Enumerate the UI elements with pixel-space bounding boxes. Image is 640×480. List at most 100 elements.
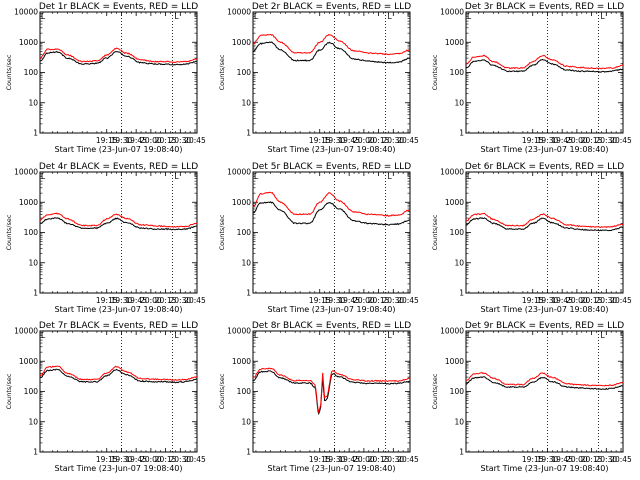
- y-tick-label: 1000: [445, 198, 464, 207]
- x-tick-label: 19:30: [111, 296, 133, 305]
- events-series-line: [252, 41, 411, 64]
- panel-1: Det 1r BLACK = Events, RED = LLD 1 10 100 10…: [5, 2, 206, 154]
- panel-annotation-left: L: [254, 172, 259, 181]
- plot-frame: [39, 171, 198, 294]
- panel-annotation-left: L: [467, 331, 472, 340]
- panel-title: Det 5r BLACK = Events, RED = LLD: [252, 162, 411, 172]
- lld-series-line: [465, 372, 624, 387]
- y-tick-label: 100: [24, 228, 39, 237]
- panel-annotation: L: [174, 12, 179, 21]
- y-tick-label: 10000: [227, 8, 251, 17]
- x-tick-label: 19:30: [111, 136, 133, 145]
- y-tick-label: 1: [246, 448, 251, 457]
- y-axis-label: Counts/sec: [431, 373, 439, 409]
- y-tick-label: 1: [33, 129, 38, 138]
- panel-title: Det 8r BLACK = Events, RED = LLD: [252, 321, 411, 331]
- lld-series-line: [39, 212, 198, 228]
- panel-annotation-left: L: [41, 172, 46, 181]
- x-tick-label: 20:30: [170, 136, 192, 145]
- panel-6: Det 6r BLACK = Events, RED = LLD 1 10 100 10…: [431, 162, 632, 314]
- y-tick-label: 1: [33, 448, 38, 457]
- plot-frame: [465, 330, 624, 453]
- x-tick-label: 20:15: [581, 455, 603, 464]
- x-tick-label: 19:45: [125, 296, 147, 305]
- plot-frame: [252, 330, 411, 453]
- x-tick-label: 20:45: [397, 455, 419, 464]
- x-tick-label: 20:15: [155, 455, 177, 464]
- panel-title: Det 3r BLACK = Events, RED = LLD: [465, 2, 624, 12]
- panel-title: Det 6r BLACK = Events, RED = LLD: [465, 162, 624, 172]
- x-tick-label: 20:30: [383, 455, 405, 464]
- y-tick-label: 10: [241, 417, 251, 426]
- panel-title: Det 1r BLACK = Events, RED = LLD: [39, 2, 198, 12]
- y-tick-label: 1: [246, 289, 251, 298]
- y-tick-label: 10: [28, 98, 38, 107]
- lld-series-line: [252, 191, 411, 217]
- panel-annotation: L: [600, 172, 605, 181]
- x-tick-label: 19:45: [551, 296, 573, 305]
- x-tick-label: 20:30: [596, 136, 618, 145]
- panel-9: Det 9r BLACK = Events, RED = LLD 1 10 100 10…: [431, 321, 632, 473]
- x-tick-label: 19:45: [125, 455, 147, 464]
- panel-7: Det 7r BLACK = Events, RED = LLD 1 10 100 10…: [5, 321, 206, 473]
- lld-series-line: [39, 365, 198, 381]
- x-tick-label: 19:15: [96, 455, 118, 464]
- y-tick-label: 1000: [232, 198, 251, 207]
- events-series-line: [465, 58, 624, 73]
- panel-title: Det 9r BLACK = Events, RED = LLD: [465, 321, 624, 331]
- x-tick-label: 20:45: [184, 296, 206, 305]
- panel-annotation: L: [600, 331, 605, 340]
- x-tick-label: 20:30: [596, 455, 618, 464]
- panel-annotation: L: [174, 331, 179, 340]
- y-tick-label: 1000: [19, 357, 38, 366]
- x-axis-label: Start Time (23-Jun-07 19:08:40): [481, 464, 609, 473]
- y-tick-label: 100: [450, 228, 465, 237]
- panel-annotation-left: L: [467, 172, 472, 181]
- x-tick-label: 20:45: [610, 455, 632, 464]
- x-tick-label: 20:00: [353, 455, 375, 464]
- plot-frame: [39, 11, 198, 134]
- panel-2: Det 2r BLACK = Events, RED = LLD 1 10 100 10…: [218, 2, 419, 154]
- panel-title: Det 7r BLACK = Events, RED = LLD: [39, 321, 198, 331]
- panel-5: Det 5r BLACK = Events, RED = LLD 1 10 100 10…: [218, 162, 419, 314]
- x-axis-label: Start Time (23-Jun-07 19:08:40): [268, 464, 396, 473]
- events-series-line: [465, 376, 624, 391]
- x-tick-label: 19:15: [309, 136, 331, 145]
- y-tick-label: 10: [28, 258, 38, 267]
- y-tick-label: 10000: [440, 168, 464, 177]
- events-series-line: [252, 201, 411, 226]
- events-series-line: [465, 217, 624, 232]
- x-tick-label: 19:15: [522, 296, 544, 305]
- x-tick-label: 20:00: [566, 296, 588, 305]
- x-tick-label: 20:00: [140, 296, 162, 305]
- y-tick-label: 10000: [14, 8, 38, 17]
- x-tick-label: 19:30: [537, 136, 559, 145]
- y-tick-label: 10000: [227, 327, 251, 336]
- y-tick-label: 1: [459, 289, 464, 298]
- y-tick-label: 1: [459, 129, 464, 138]
- x-axis-label: Start Time (23-Jun-07 19:08:40): [481, 145, 609, 154]
- y-tick-label: 1000: [232, 38, 251, 47]
- x-tick-label: 19:45: [125, 136, 147, 145]
- y-axis-label: Counts/sec: [431, 54, 439, 90]
- y-tick-label: 10000: [14, 168, 38, 177]
- x-tick-label: 20:30: [170, 296, 192, 305]
- y-tick-label: 1000: [445, 357, 464, 366]
- x-tick-label: 19:45: [338, 136, 360, 145]
- x-tick-label: 19:15: [309, 296, 331, 305]
- lld-series-line: [39, 47, 198, 64]
- x-tick-label: 19:30: [324, 136, 346, 145]
- y-axis-label: Counts/sec: [218, 373, 226, 409]
- x-tick-label: 20:00: [353, 136, 375, 145]
- panel-annotation: L: [174, 172, 179, 181]
- panel-4: Det 4r BLACK = Events, RED = LLD 1 10 100 10…: [5, 162, 206, 314]
- x-tick-label: 20:00: [140, 455, 162, 464]
- x-tick-label: 20:15: [155, 136, 177, 145]
- y-axis-label: Counts/sec: [5, 214, 13, 250]
- y-tick-label: 10: [241, 98, 251, 107]
- y-tick-label: 1000: [19, 198, 38, 207]
- panel-annotation: L: [387, 172, 392, 181]
- plot-frame: [39, 330, 198, 453]
- y-axis-label: Counts/sec: [5, 54, 13, 90]
